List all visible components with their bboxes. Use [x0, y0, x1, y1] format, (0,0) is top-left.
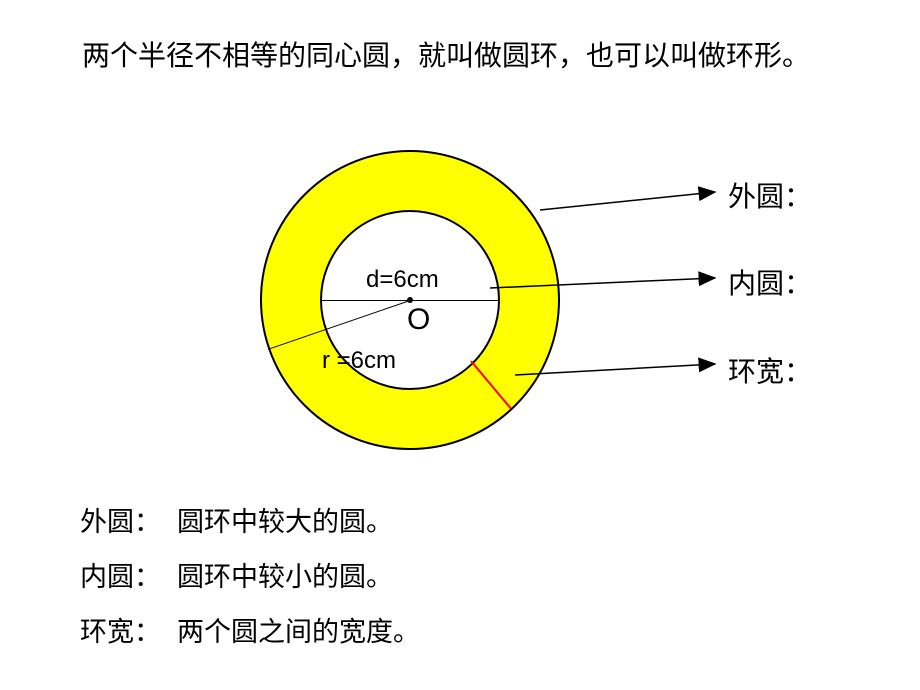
arrow-inner	[490, 278, 715, 288]
callout-outer-circle: 外圆：	[728, 175, 812, 215]
def-outer: 圆环中较大的圆。	[177, 500, 393, 539]
definition-inner: 内圆： 圆环中较小的圆。	[80, 555, 393, 594]
def-width: 两个圆之间的宽度。	[177, 610, 420, 649]
intro-text: 两个半径不相等的同心圆，就叫做圆环，也可以叫做环形。	[82, 32, 842, 81]
arrow-outer	[540, 192, 715, 210]
term-outer: 外圆：	[80, 500, 161, 539]
callout-arrows	[260, 150, 730, 450]
term-inner: 内圆：	[80, 555, 161, 594]
callout-inner-circle: 内圆：	[728, 262, 812, 302]
arrow-width	[515, 364, 715, 375]
def-inner: 圆环中较小的圆。	[177, 555, 393, 594]
callout-ring-width: 环宽：	[728, 350, 812, 390]
definition-width: 环宽： 两个圆之间的宽度。	[80, 610, 420, 649]
term-width: 环宽：	[80, 610, 161, 649]
definition-outer: 外圆： 圆环中较大的圆。	[80, 500, 393, 539]
